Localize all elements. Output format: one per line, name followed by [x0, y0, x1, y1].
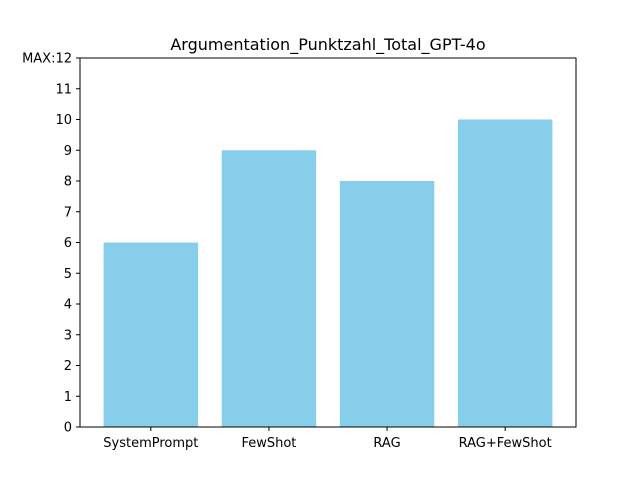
y-tick-label: 4 [64, 298, 72, 313]
bars-layer [103, 119, 553, 427]
bar-rag-fewshot [457, 119, 553, 427]
y-tick-label: 5 [64, 267, 72, 282]
chart-title: Argumentation_Punktzahl_Total_GPT-4o [170, 35, 485, 55]
y-tick-label: 8 [64, 175, 72, 190]
y-tick-label: 3 [64, 328, 72, 343]
y-tick-label: 0 [64, 421, 72, 436]
bar-fewshot [221, 150, 317, 427]
y-tick-label: 2 [64, 359, 72, 374]
y-tick-label: 10 [55, 113, 72, 128]
y-tick-label: 11 [55, 82, 72, 97]
bar-rag [339, 181, 435, 427]
x-axis: SystemPrompt FewShot RAG RAG+FewShot [103, 427, 552, 451]
y-axis: 0 1 2 3 4 5 6 7 8 9 10 11 MAX:12 [22, 52, 80, 436]
y-tick-label: MAX:12 [22, 52, 72, 67]
x-tick-label: FewShot [241, 436, 296, 451]
x-tick-label: SystemPrompt [103, 436, 198, 451]
x-tick-label: RAG+FewShot [459, 436, 552, 451]
x-tick-label: RAG [373, 436, 400, 451]
y-tick-label: 7 [64, 205, 72, 220]
y-tick-label: 1 [64, 390, 72, 405]
y-tick-label: 9 [64, 144, 72, 159]
y-tick-label: 6 [64, 236, 72, 251]
bar-systemprompt [103, 242, 199, 427]
plot-frame [79, 57, 577, 428]
